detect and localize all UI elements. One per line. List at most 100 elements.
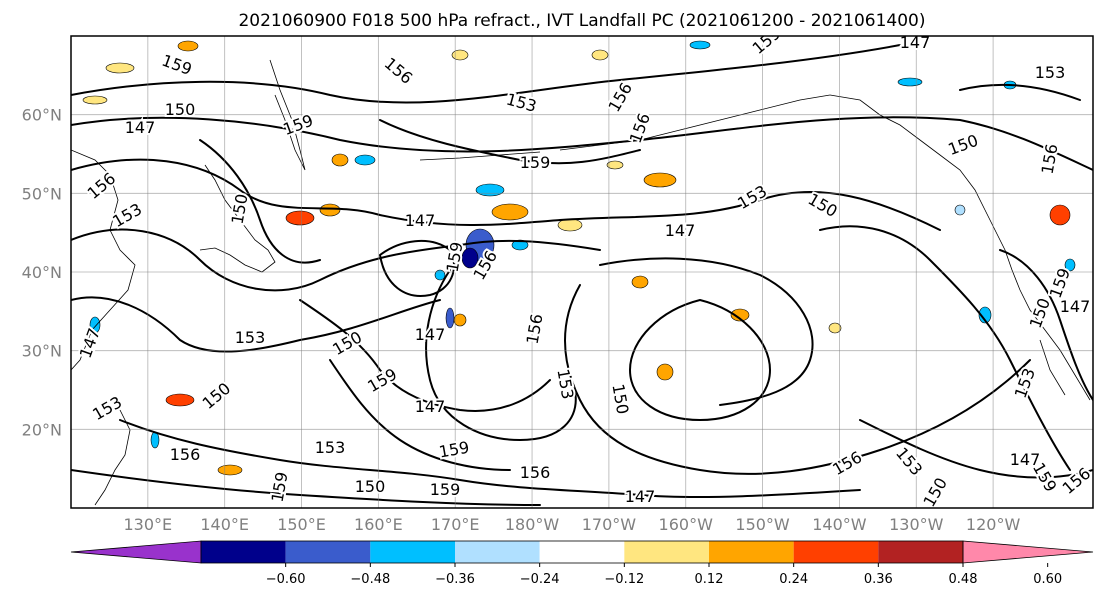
contour-value-label: 159 <box>430 480 461 499</box>
lon-tick-label: 160°W <box>659 515 714 534</box>
latitude-tick-labels: 60°N 50°N 40°N 30°N 20°N <box>22 106 62 440</box>
lon-tick-label: 150°E <box>277 515 326 534</box>
refractivity-contour <box>329 359 511 471</box>
colorbar-tick-label: −0.24 <box>520 572 560 587</box>
contour-value-label: 147 <box>665 221 696 240</box>
lon-tick-label: 140°W <box>812 515 867 534</box>
refractivity-contour <box>71 44 901 104</box>
ivt-shading-patch <box>105 62 135 74</box>
ivt-shading-patch <box>82 95 108 105</box>
colorbar-tick-label: 0.24 <box>779 572 808 587</box>
lat-tick-label: 50°N <box>22 184 62 203</box>
contour-value-label: 147 <box>415 325 446 344</box>
colorbar-segment <box>539 541 625 563</box>
lon-tick-label: 180°W <box>505 515 560 534</box>
contour-value-label: 147 <box>415 397 446 416</box>
contour-value-label: 147 <box>1060 297 1091 316</box>
colorbar-segment <box>370 541 455 563</box>
colorbar-extend-min <box>70 540 202 564</box>
ivt-shading-patch <box>511 239 529 251</box>
colorbar-tick-label: 0.48 <box>949 572 978 587</box>
coastline <box>829 94 986 211</box>
ivt-shading-patch <box>491 203 529 221</box>
lat-tick-label: 20°N <box>22 420 62 439</box>
figure-title: 2021060900 F018 500 hPa refract., IVT La… <box>238 11 925 31</box>
graticule <box>71 36 1093 508</box>
ivt-shading-patch <box>1049 204 1071 226</box>
refractivity-contour <box>71 116 1093 171</box>
ivt-shading-patch <box>165 393 195 407</box>
colorbar-segment <box>201 541 286 563</box>
colorbar-extend-max <box>962 540 1094 564</box>
refractivity-contour <box>564 284 1031 475</box>
ivt-shading-patch <box>656 363 674 381</box>
contour-value-label: 147 <box>125 118 156 137</box>
ivt-shading-patch <box>354 154 376 166</box>
ivt-shading-patch <box>177 40 199 52</box>
ivt-shading-patch <box>461 247 479 269</box>
refractivity-contour <box>71 228 601 292</box>
colorbar-segment <box>878 541 963 563</box>
refractivity-contour <box>379 239 455 297</box>
coastline <box>94 409 131 506</box>
ivt-shading-patch <box>689 40 711 50</box>
longitude-tick-labels: 130°E 140°E 150°E 160°E 170°E 180°W 170°W 160°W… <box>124 515 1021 534</box>
refractivity-contour <box>959 83 1081 101</box>
contour-value-label: 153 <box>1035 63 1066 82</box>
lon-tick-label: 130°W <box>889 515 944 534</box>
contour-value-label: 150 <box>355 477 386 496</box>
contour-value-label: 153 <box>315 438 346 457</box>
colorbar-segment <box>624 541 709 563</box>
ivt-shading-patch <box>954 204 966 216</box>
refractivity-contour <box>859 419 1093 479</box>
ivt-shading-patch <box>730 308 750 322</box>
colorbar-tick-label: −0.36 <box>435 572 475 587</box>
coastline <box>71 149 136 371</box>
coastline <box>419 151 541 161</box>
ivt-shading-patch <box>445 307 455 329</box>
ivt-shading-patch <box>475 183 505 197</box>
contour-value-label: 147 <box>1010 450 1041 469</box>
colorbar-segment <box>793 541 879 563</box>
ivt-shading-patch <box>631 275 649 289</box>
ivt-shading-patch <box>828 322 842 334</box>
lon-tick-label: 120°W <box>966 515 1021 534</box>
contour-value-label: 147 <box>900 33 931 52</box>
colorbar-segment <box>455 541 540 563</box>
refractivity-contour <box>199 139 321 264</box>
refractivity-contour <box>819 225 1071 471</box>
ivt-shading-patch <box>150 431 160 449</box>
coastline-layer <box>71 59 1091 506</box>
refractivity-contour <box>119 419 861 499</box>
refractivity-contour <box>299 299 551 412</box>
ivt-shading-patch <box>1064 258 1076 272</box>
refractivity-contour <box>379 119 641 165</box>
colorbar-segment <box>709 541 794 563</box>
ivt-shading-layer <box>82 40 1076 476</box>
lat-tick-label: 30°N <box>22 342 62 361</box>
colorbar-tick-label: −0.60 <box>266 572 306 587</box>
refractivity-contour <box>599 257 814 406</box>
lon-tick-label: 160°E <box>354 515 403 534</box>
lat-tick-label: 60°N <box>22 106 62 125</box>
contour-value-label: 159 <box>520 153 551 172</box>
ivt-shading-patch <box>331 153 349 167</box>
coastline <box>269 59 306 171</box>
contour-value-label: 156 <box>520 463 551 482</box>
ivt-shading-patch <box>453 313 467 327</box>
ivt-shading-patch <box>897 77 923 87</box>
refractivity-contour <box>71 469 541 506</box>
contour-value-label: 153 <box>235 328 266 347</box>
colorbar-frame <box>200 540 964 564</box>
contour-value-label: 150 <box>165 100 196 119</box>
ivt-shading-patch <box>978 306 992 324</box>
lon-tick-label: 170°E <box>431 515 480 534</box>
ivt-shading-patch <box>643 172 677 188</box>
ivt-shading-patch <box>591 49 609 61</box>
contour-value-label: 147 <box>405 211 436 230</box>
lat-tick-label: 40°N <box>22 263 62 282</box>
colorbar-tick-label: −0.12 <box>604 572 644 587</box>
ivt-shading-patch <box>606 160 624 170</box>
